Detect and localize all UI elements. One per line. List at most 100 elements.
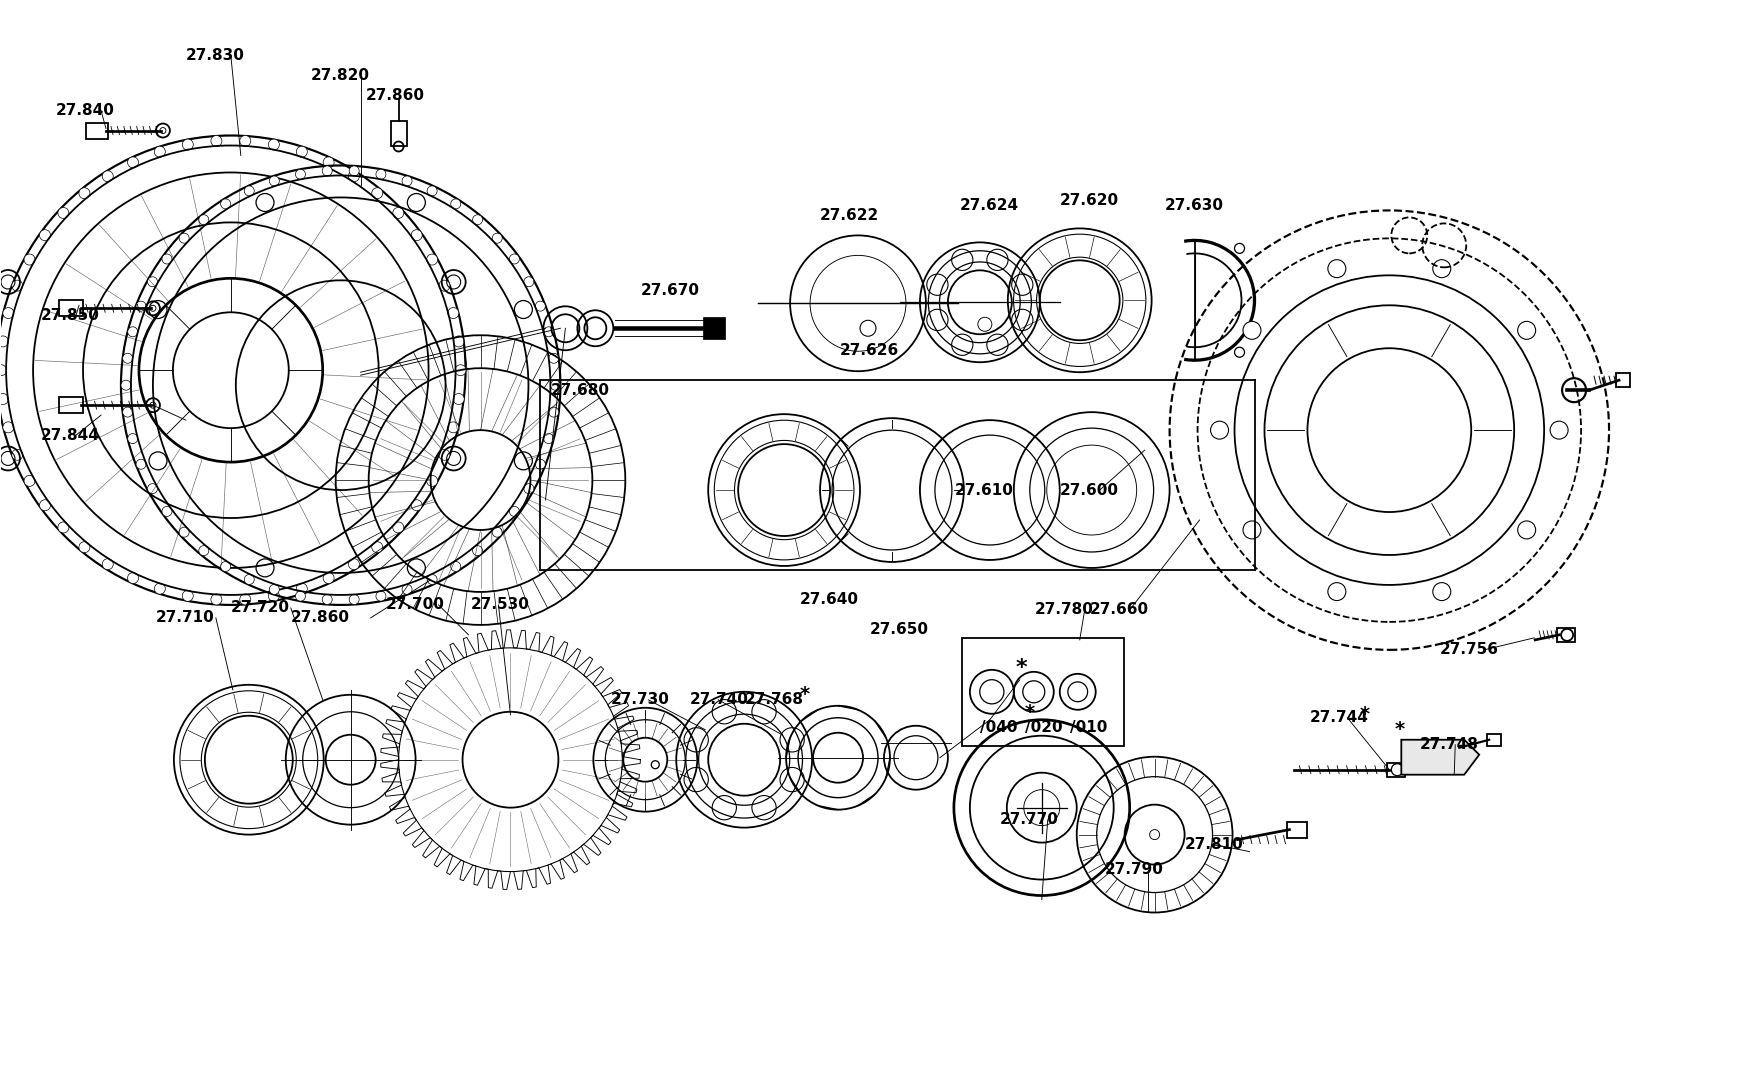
Circle shape xyxy=(0,365,7,376)
Circle shape xyxy=(57,208,70,218)
Circle shape xyxy=(393,522,403,533)
Circle shape xyxy=(136,459,146,470)
Circle shape xyxy=(410,500,423,510)
Bar xyxy=(1386,763,1405,777)
Text: 27.768: 27.768 xyxy=(744,692,803,707)
Text: 27.650: 27.650 xyxy=(870,623,929,638)
Text: 27.860: 27.860 xyxy=(365,88,424,103)
Bar xyxy=(962,638,1123,746)
Circle shape xyxy=(179,528,190,537)
Text: *: * xyxy=(1024,703,1035,722)
Circle shape xyxy=(426,575,436,584)
Text: 27.810: 27.810 xyxy=(1184,837,1243,852)
Text: 27.740: 27.740 xyxy=(690,692,750,707)
Circle shape xyxy=(155,147,165,157)
Text: 27.622: 27.622 xyxy=(819,208,878,223)
Text: 27.620: 27.620 xyxy=(1059,193,1118,208)
Circle shape xyxy=(410,230,423,241)
Circle shape xyxy=(162,254,172,264)
Text: 27.790: 27.790 xyxy=(1104,862,1163,877)
Circle shape xyxy=(350,595,358,605)
Circle shape xyxy=(492,233,503,243)
Circle shape xyxy=(1242,521,1261,539)
Circle shape xyxy=(348,559,360,569)
Circle shape xyxy=(296,583,308,594)
Circle shape xyxy=(548,407,558,417)
Text: 27.770: 27.770 xyxy=(1000,812,1057,827)
Circle shape xyxy=(543,433,553,444)
Circle shape xyxy=(402,175,412,186)
Text: *: * xyxy=(800,685,810,704)
Circle shape xyxy=(1516,521,1536,539)
Circle shape xyxy=(393,208,403,218)
Circle shape xyxy=(1242,321,1261,339)
Circle shape xyxy=(523,277,534,287)
Circle shape xyxy=(210,594,223,605)
Circle shape xyxy=(183,591,193,601)
Circle shape xyxy=(122,353,132,364)
Circle shape xyxy=(322,595,332,605)
Text: *: * xyxy=(1393,720,1403,739)
Circle shape xyxy=(447,422,459,433)
Text: 27.840: 27.840 xyxy=(56,103,115,118)
Text: *: * xyxy=(1358,705,1369,724)
Circle shape xyxy=(296,169,306,180)
Text: 27.670: 27.670 xyxy=(640,282,699,297)
Text: *: * xyxy=(1016,658,1028,677)
Bar xyxy=(59,397,83,413)
Text: 27.830: 27.830 xyxy=(186,48,245,63)
Circle shape xyxy=(268,139,280,150)
Circle shape xyxy=(103,171,113,182)
Circle shape xyxy=(148,484,158,493)
Text: 27.730: 27.730 xyxy=(610,692,670,707)
Circle shape xyxy=(40,230,50,241)
Circle shape xyxy=(438,280,450,291)
Circle shape xyxy=(24,254,35,265)
Circle shape xyxy=(40,500,50,510)
Circle shape xyxy=(221,562,231,571)
Text: 27.720: 27.720 xyxy=(231,600,290,615)
Circle shape xyxy=(550,380,560,391)
Circle shape xyxy=(1327,260,1344,277)
Text: 27.756: 27.756 xyxy=(1438,642,1497,657)
Circle shape xyxy=(523,484,534,493)
Circle shape xyxy=(536,301,544,311)
Bar xyxy=(703,318,725,339)
Bar xyxy=(1616,373,1629,387)
Circle shape xyxy=(438,449,450,460)
Circle shape xyxy=(198,215,209,225)
Text: 27.660: 27.660 xyxy=(1089,602,1148,617)
Circle shape xyxy=(103,559,113,569)
Circle shape xyxy=(426,254,438,265)
Text: 27.860: 27.860 xyxy=(290,610,350,625)
Circle shape xyxy=(450,562,461,571)
Circle shape xyxy=(456,365,466,376)
Circle shape xyxy=(1516,321,1536,339)
Text: 27.680: 27.680 xyxy=(550,383,609,398)
Bar xyxy=(1487,734,1501,746)
Circle shape xyxy=(1210,422,1228,439)
Circle shape xyxy=(12,449,23,460)
Text: 27.626: 27.626 xyxy=(840,342,899,357)
Text: 27.820: 27.820 xyxy=(311,68,369,83)
Circle shape xyxy=(136,301,146,311)
Circle shape xyxy=(127,157,139,168)
Circle shape xyxy=(268,591,280,601)
Polygon shape xyxy=(1400,739,1478,775)
Circle shape xyxy=(473,215,482,225)
Circle shape xyxy=(426,186,436,196)
Circle shape xyxy=(57,522,70,533)
Bar xyxy=(390,121,407,146)
Circle shape xyxy=(450,199,461,209)
Text: 27.844: 27.844 xyxy=(42,428,99,443)
Circle shape xyxy=(198,546,209,555)
Circle shape xyxy=(350,166,358,175)
Circle shape xyxy=(447,307,459,319)
Circle shape xyxy=(402,584,412,595)
Circle shape xyxy=(536,459,544,470)
Circle shape xyxy=(323,157,334,168)
Circle shape xyxy=(127,326,137,337)
Circle shape xyxy=(650,761,659,768)
Circle shape xyxy=(1149,829,1158,840)
Circle shape xyxy=(243,575,254,584)
